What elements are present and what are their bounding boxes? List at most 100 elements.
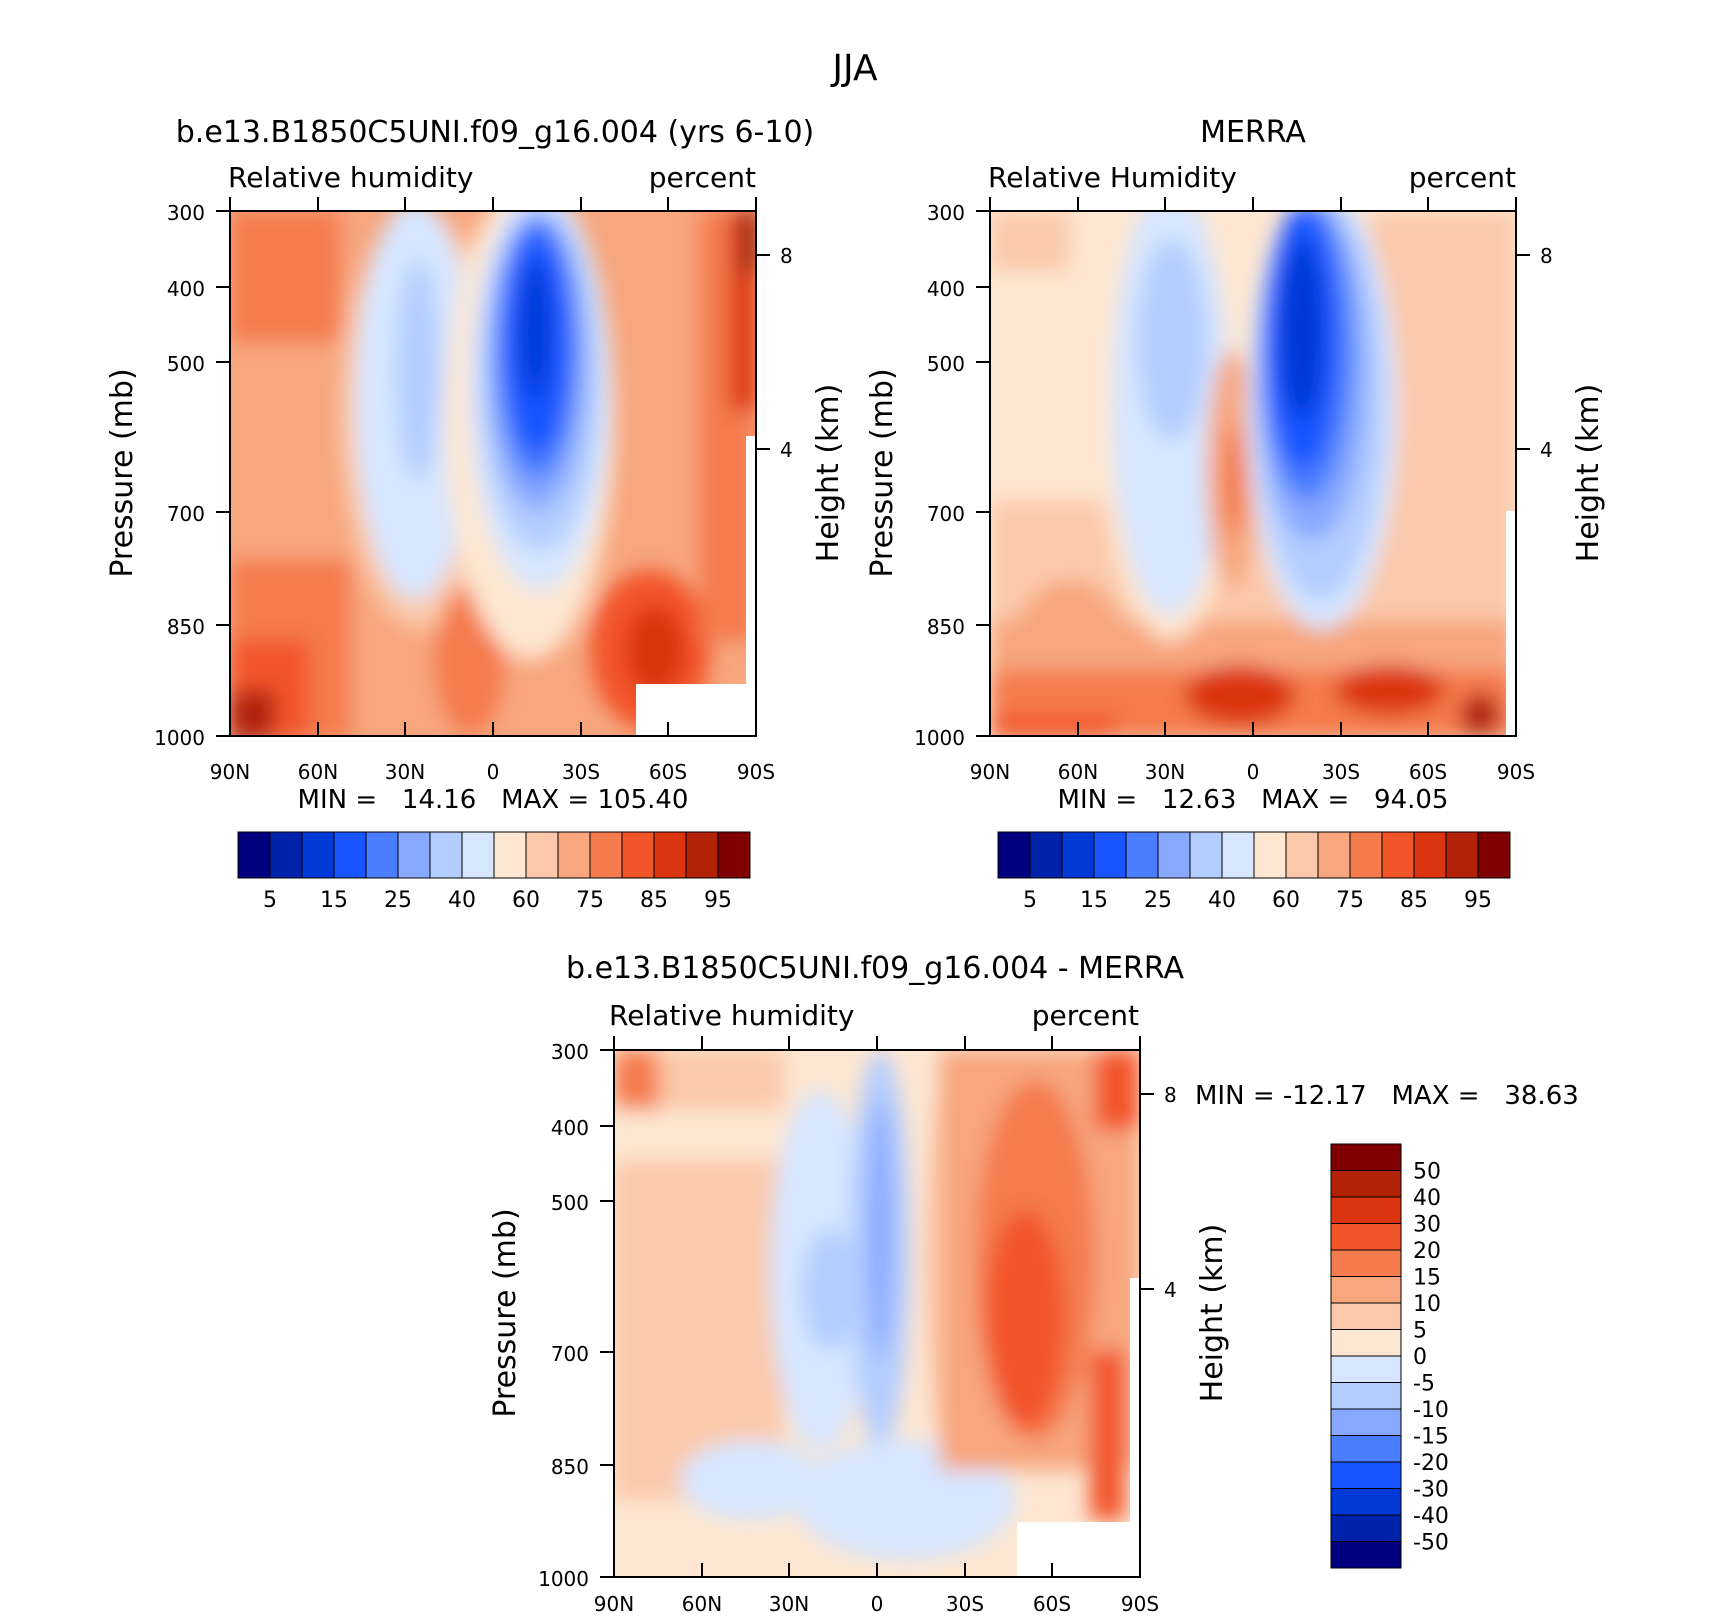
- colorbar-swatch: [1125, 831, 1159, 879]
- height-tick: 4: [1164, 1278, 1177, 1302]
- colorbar-swatch: [333, 831, 367, 879]
- panel-difference-x-ticks: 90N 60N 30N 0 30S 60S 90S: [594, 1036, 1159, 1616]
- colorbar-label: 25: [1144, 888, 1172, 913]
- y-tick: 850: [551, 1455, 589, 1479]
- colorbar-label: -15: [1413, 1425, 1449, 1450]
- y-tick: 300: [167, 201, 205, 225]
- y-tick: 300: [551, 1040, 589, 1064]
- panel-difference-subtitle-left: Relative humidity: [609, 999, 854, 1032]
- colorbar-swatch: [1330, 1514, 1402, 1542]
- colorbar-label: 5: [1023, 888, 1037, 913]
- y-tick: 300: [927, 201, 965, 225]
- height-tick: 8: [1164, 1083, 1177, 1107]
- x-tick: 0: [487, 760, 500, 784]
- x-tick: 60S: [1033, 1592, 1071, 1616]
- panel-merra-stats: MIN = 12.63 MAX = 94.05: [1058, 785, 1449, 815]
- panel-merra-subtitle-right: percent: [1409, 161, 1516, 194]
- x-tick: 90N: [970, 760, 1010, 784]
- x-tick: 90N: [594, 1592, 634, 1616]
- x-tick: 0: [1247, 760, 1260, 784]
- colorbar-swatch: [653, 831, 687, 879]
- panel-merra-right-ticks: 8 4: [1516, 244, 1553, 462]
- x-tick: 90N: [210, 760, 250, 784]
- panel-model-stats: MIN = 14.16 MAX = 105.40: [298, 785, 689, 815]
- colorbar-swatch: [1330, 1488, 1402, 1516]
- panel-model-colorbar: 5 15 25 40 60 75 85 95: [237, 831, 751, 913]
- x-tick: 30S: [562, 760, 600, 784]
- colorbar-swatch: [1349, 831, 1383, 879]
- colorbar-label: 40: [1413, 1186, 1441, 1211]
- x-tick: 90S: [1497, 760, 1535, 784]
- y-tick: 850: [167, 615, 205, 639]
- colorbar-label: -5: [1413, 1372, 1435, 1397]
- figure-title: JJA: [830, 48, 878, 89]
- panel-merra-colorbar: 5 15 25 40 60 75 85 95: [997, 831, 1511, 913]
- x-tick: 30S: [1322, 760, 1360, 784]
- colorbar-label: 40: [1208, 888, 1236, 913]
- y-tick: 500: [927, 352, 965, 376]
- y-tick: 400: [551, 1116, 589, 1140]
- y-tick: 850: [927, 615, 965, 639]
- colorbar-label: 15: [320, 888, 348, 913]
- x-tick: 90S: [1121, 1592, 1159, 1616]
- colorbar-swatch: [1381, 831, 1415, 879]
- panel-model: b.e13.B1850C5UNI.f09_g16.004 (yrs 6-10) …: [105, 115, 846, 913]
- panel-difference-subtitle-right: percent: [1032, 999, 1139, 1032]
- panel-merra-ylabel: Pressure (mb): [865, 368, 900, 577]
- colorbar-label: 75: [576, 888, 604, 913]
- colorbar-swatch: [1330, 1143, 1402, 1171]
- y-tick: 1000: [538, 1567, 589, 1591]
- colorbar-swatch: [557, 831, 591, 879]
- height-tick: 4: [780, 438, 793, 462]
- panel-model-x-ticks: 90N 60N 30N 0 30S 60S 90S: [210, 197, 775, 784]
- colorbar-label: 10: [1413, 1292, 1441, 1317]
- y-tick: 700: [927, 502, 965, 526]
- panel-merra-ylabel-right: Height (km): [1571, 384, 1606, 563]
- colorbar-swatch: [1330, 1541, 1402, 1569]
- x-tick: 30N: [385, 760, 425, 784]
- y-tick: 400: [167, 277, 205, 301]
- y-tick: 700: [167, 502, 205, 526]
- height-tick: 4: [1540, 438, 1553, 462]
- colorbar-label: -30: [1413, 1478, 1449, 1503]
- colorbar-label: 5: [263, 888, 277, 913]
- colorbar-swatch: [621, 831, 655, 879]
- x-tick: 30N: [769, 1592, 809, 1616]
- x-tick: 60N: [682, 1592, 722, 1616]
- colorbar-swatch: [429, 831, 463, 879]
- colorbar-swatch: [397, 831, 431, 879]
- y-tick: 500: [167, 352, 205, 376]
- colorbar-swatch: [237, 831, 271, 879]
- colorbar-swatch: [1330, 1223, 1402, 1251]
- y-tick: 700: [551, 1342, 589, 1366]
- x-tick: 60N: [298, 760, 338, 784]
- colorbar-label: 60: [1272, 888, 1300, 913]
- panel-model-title: b.e13.B1850C5UNI.f09_g16.004 (yrs 6-10): [176, 115, 815, 150]
- colorbar-swatch: [1477, 831, 1511, 879]
- x-tick: 60S: [1409, 760, 1447, 784]
- colorbar-label: 60: [512, 888, 540, 913]
- colorbar-label: -20: [1413, 1451, 1449, 1476]
- colorbar-swatch: [1330, 1302, 1402, 1330]
- x-tick: 30N: [1145, 760, 1185, 784]
- colorbar-swatch: [1330, 1408, 1402, 1436]
- colorbar-swatch: [1061, 831, 1095, 879]
- colorbar-label: 25: [384, 888, 412, 913]
- y-tick: 1000: [154, 726, 205, 750]
- colorbar-swatch: [1330, 1249, 1402, 1277]
- colorbar-label: 0: [1413, 1345, 1427, 1370]
- panel-model-ylabel-right: Height (km): [811, 384, 846, 563]
- colorbar-swatch: [1330, 1170, 1402, 1198]
- panel-difference-title: b.e13.B1850C5UNI.f09_g16.004 - MERRA: [566, 951, 1184, 986]
- colorbar-swatch: [269, 831, 303, 879]
- colorbar-swatch: [589, 831, 623, 879]
- colorbar-label: 85: [640, 888, 668, 913]
- panel-model-ylabel: Pressure (mb): [105, 368, 140, 577]
- colorbar-swatch: [1253, 831, 1287, 879]
- panel-merra-y-ticks: 300 400 500 700 850 1000: [914, 201, 990, 750]
- y-tick: 400: [927, 277, 965, 301]
- panel-model-field: [229, 210, 757, 737]
- colorbar-swatch: [1029, 831, 1063, 879]
- panel-model-subtitle-right: percent: [649, 161, 756, 194]
- height-tick: 8: [1540, 244, 1553, 268]
